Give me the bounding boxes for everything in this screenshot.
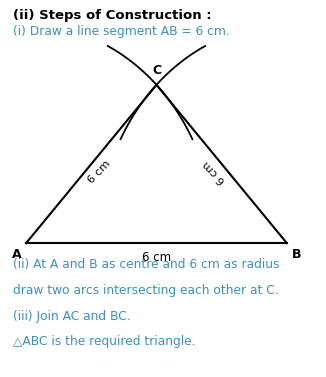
Text: 6 cm: 6 cm <box>86 159 112 186</box>
Text: 6 cm: 6 cm <box>201 159 227 186</box>
Text: A: A <box>11 248 21 261</box>
Text: (i) Draw a line segment AB = 6 cm.: (i) Draw a line segment AB = 6 cm. <box>13 25 230 37</box>
Text: B: B <box>292 248 301 261</box>
Text: (ii) At A and B as centre and 6 cm as radius: (ii) At A and B as centre and 6 cm as ra… <box>13 258 279 271</box>
Text: (ii) Steps of Construction :: (ii) Steps of Construction : <box>13 9 212 22</box>
Text: C: C <box>152 64 161 77</box>
Text: draw two arcs intersecting each other at C.: draw two arcs intersecting each other at… <box>13 284 279 297</box>
Text: △ABC is the required triangle.: △ABC is the required triangle. <box>13 335 196 348</box>
Text: 6 cm: 6 cm <box>142 251 171 264</box>
Text: (iii) Join AC and BC.: (iii) Join AC and BC. <box>13 310 131 322</box>
